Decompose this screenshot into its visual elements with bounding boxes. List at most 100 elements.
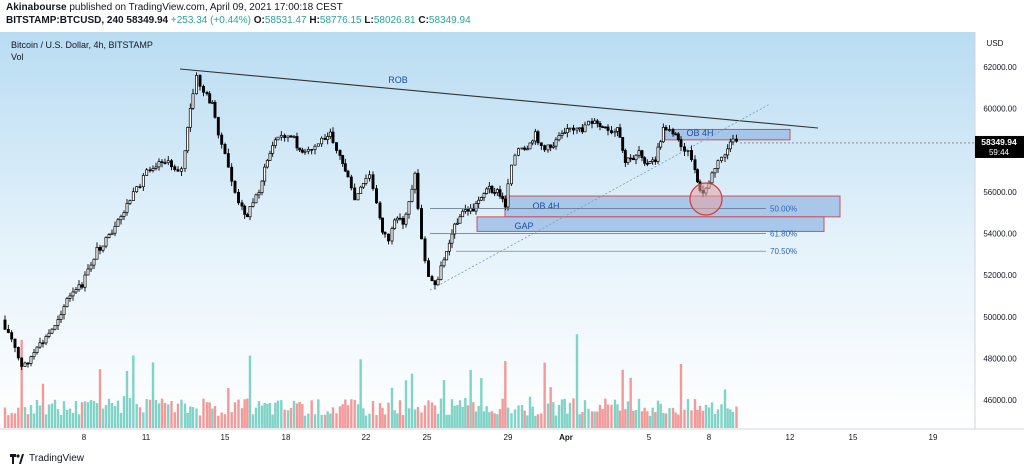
candle-body	[578, 127, 582, 130]
candle-body	[23, 362, 27, 367]
candle-body	[62, 306, 66, 315]
volume-legend[interactable]: Vol	[11, 52, 24, 62]
volume-bar	[220, 412, 223, 428]
volume-bar	[520, 405, 524, 428]
volume-bar	[560, 399, 564, 428]
candle-body	[104, 237, 108, 247]
fib-705-label: 70.50%	[770, 247, 797, 256]
candle-body	[188, 108, 192, 128]
candle-body	[549, 144, 553, 148]
candle-body	[463, 209, 467, 212]
candle-body	[554, 139, 558, 147]
x-tick-label: 11	[142, 433, 151, 442]
volume-bar	[20, 339, 23, 428]
volume-bar	[77, 414, 81, 428]
volume-bar	[720, 404, 723, 428]
volume-bar	[160, 398, 164, 428]
volume-bar	[472, 402, 475, 428]
candle-body	[35, 346, 39, 353]
volume-bar	[180, 399, 183, 428]
x-tick-label: 22	[362, 433, 371, 442]
candle-body	[513, 154, 517, 166]
volume-bar	[257, 401, 261, 428]
candle-body	[119, 216, 123, 221]
candle-body	[587, 120, 590, 126]
candle-body	[68, 295, 72, 299]
candle-body	[268, 153, 272, 161]
volume-bar	[445, 414, 448, 428]
volume-bar	[583, 400, 587, 428]
y-tick-label: 60000.00	[983, 105, 1017, 114]
volume-bar	[563, 398, 566, 428]
candle-body	[683, 146, 686, 152]
volume-bar	[613, 399, 617, 428]
candle-body	[387, 233, 390, 242]
symbol-name[interactable]: BITSTAMP:BTCUSD, 240	[6, 15, 124, 26]
candle-body	[375, 188, 378, 204]
volume-bar	[621, 369, 624, 428]
candle-body	[531, 140, 535, 144]
candle-body	[517, 148, 520, 156]
candle-body	[6, 329, 10, 333]
volume-bar	[86, 402, 90, 428]
candle-body	[645, 162, 649, 165]
candle-body	[92, 258, 96, 266]
candle-body	[361, 183, 365, 188]
candle-body	[216, 116, 220, 136]
volume-bar	[616, 404, 619, 428]
candle-body	[323, 137, 327, 140]
candle-body	[506, 183, 510, 208]
candle-body	[56, 319, 60, 326]
volume-bar	[575, 334, 579, 428]
volume-bar	[35, 399, 39, 428]
candle-body	[580, 127, 584, 133]
candle-body	[251, 202, 255, 207]
volume-bar	[104, 405, 108, 428]
candle-body	[86, 268, 90, 276]
volume-bar	[729, 409, 732, 428]
volume-bar	[32, 413, 36, 428]
footer-brand[interactable]: TradingView	[29, 453, 85, 464]
volume-bar	[353, 399, 356, 428]
volume-bar	[317, 399, 320, 428]
volume-bar	[74, 401, 78, 428]
volume-bar	[651, 407, 654, 428]
candle-body	[390, 228, 394, 242]
low-value: 58026.81	[373, 15, 416, 26]
x-tick-label: 8	[82, 433, 87, 442]
volume-bar	[606, 404, 610, 428]
candle-body	[26, 362, 30, 365]
candle-body	[735, 138, 738, 142]
candle-body	[316, 143, 320, 147]
candle-body	[113, 225, 117, 234]
volume-bar	[643, 407, 646, 428]
author-name[interactable]: Akinabourse	[6, 2, 67, 13]
volume-bar	[110, 403, 114, 428]
candle-body	[131, 191, 135, 201]
tradingview-logo-icon[interactable]	[10, 453, 24, 464]
volume-bar	[640, 411, 644, 428]
candle-body	[47, 332, 51, 337]
candle-body	[731, 138, 735, 143]
volume-bar	[89, 400, 93, 428]
volume-bar	[125, 370, 129, 428]
volume-bar	[217, 415, 220, 428]
y-tick-label: 54000.00	[983, 230, 1017, 239]
candle-body	[413, 172, 417, 190]
volume-bar	[368, 413, 371, 428]
candle-body	[445, 251, 449, 261]
volume-bar	[227, 388, 230, 428]
candle-body	[676, 133, 680, 140]
rob-trendline	[179, 68, 819, 129]
volume-bar	[448, 414, 451, 428]
candle-body	[276, 136, 280, 141]
volume-bar	[98, 369, 102, 428]
candle-body	[173, 166, 177, 170]
candle-body	[503, 198, 507, 208]
volume-bar	[690, 410, 693, 428]
volume-bar	[286, 410, 290, 428]
volume-bar	[26, 414, 30, 428]
candle-body	[98, 246, 102, 251]
volume-bar	[466, 405, 470, 428]
